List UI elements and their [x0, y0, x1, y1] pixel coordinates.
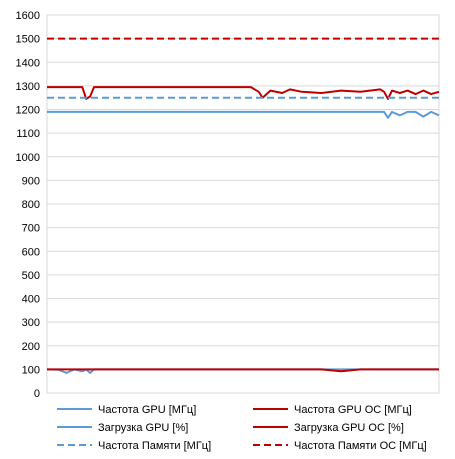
legend-label: Частота GPU OC [МГц]: [294, 404, 412, 416]
y-tick-label: 600: [22, 246, 40, 258]
y-tick-label: 1200: [16, 105, 40, 117]
y-tick-label: 1600: [16, 10, 40, 22]
plot-area-border: [46, 14, 440, 394]
y-tick-label: 100: [22, 364, 40, 376]
y-tick-label: 700: [22, 223, 40, 235]
y-tick-label: 800: [22, 199, 40, 211]
legend-label: Частота Памяти OC [МГц]: [294, 440, 427, 452]
y-tick-label: 1100: [16, 128, 40, 140]
y-tick-label: 200: [22, 341, 40, 353]
series-line: [47, 86, 440, 100]
y-tick-label: 1300: [16, 81, 40, 93]
legend-label: Частота Памяти [МГц]: [98, 440, 211, 452]
y-tick-label: 1000: [16, 152, 40, 164]
gridlines: [46, 14, 440, 394]
y-tick-label: 1400: [16, 57, 40, 69]
series-line: [47, 110, 440, 119]
y-tick-label: 900: [22, 175, 40, 187]
y-tick-label: 1500: [16, 34, 40, 46]
legend-label: Загрузка GPU [%]: [98, 422, 188, 434]
series-lines: [46, 37, 440, 374]
y-tick-label: 0: [34, 388, 40, 400]
y-tick-label: 300: [22, 317, 40, 329]
legend-label: Загрузка GPU OC [%]: [294, 422, 404, 434]
legend: Частота GPU [МГц] Частота GPU OC [МГц] Заг…: [57, 404, 427, 452]
y-tick-label: 400: [22, 294, 40, 306]
y-axis-tick-labels: 0 100 200 300 400 500 600 700 800 900 1000 1100 1200…: [16, 10, 40, 400]
series-line: [47, 368, 439, 373]
y-tick-label: 500: [22, 270, 40, 282]
legend-label: Частота GPU [МГц]: [98, 404, 196, 416]
